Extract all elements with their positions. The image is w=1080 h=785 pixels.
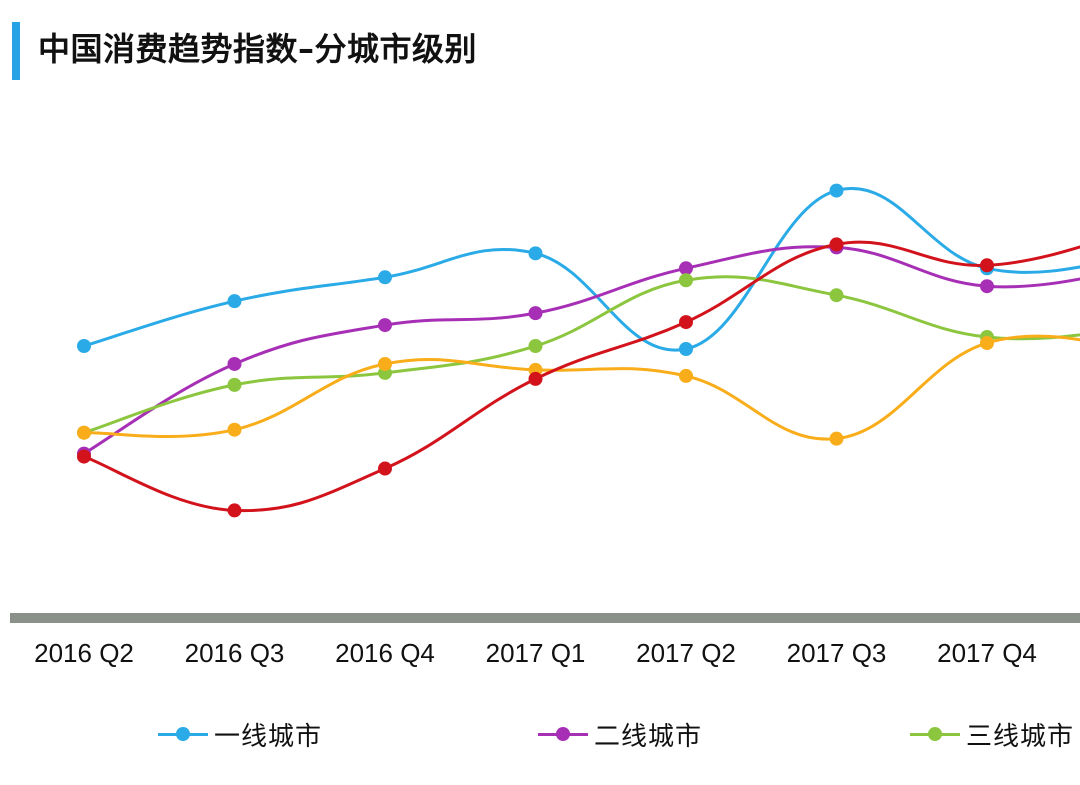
x-tick-label: 2016 Q4 xyxy=(335,638,435,668)
legend-item: 二线城市 xyxy=(538,714,702,754)
title-accent-bar xyxy=(12,22,20,80)
data-point xyxy=(227,503,242,518)
x-tick-label: 2017 Q3 xyxy=(787,638,887,668)
legend-swatch-icon xyxy=(538,724,588,744)
legend-item: 三线城市 xyxy=(910,714,1074,754)
data-point xyxy=(227,294,242,309)
legend-label: 一线城市 xyxy=(214,721,323,752)
series-1 xyxy=(77,183,1080,356)
data-point xyxy=(378,318,392,333)
data-point xyxy=(378,270,392,285)
series-5 xyxy=(77,237,1080,518)
data-point xyxy=(679,315,693,330)
series-line xyxy=(82,334,1080,441)
x-tick-label: 2017 Q4 xyxy=(937,638,1037,668)
data-point xyxy=(528,339,543,354)
data-point xyxy=(227,356,242,371)
series-line xyxy=(82,275,1080,435)
data-point xyxy=(378,356,392,371)
data-point xyxy=(829,237,844,252)
x-tick-label: 2016 Q3 xyxy=(185,638,285,668)
data-point xyxy=(980,279,994,294)
data-point xyxy=(980,336,994,351)
legend-swatch-icon xyxy=(158,724,208,744)
data-point xyxy=(528,306,543,321)
data-point xyxy=(829,288,844,303)
data-point xyxy=(378,461,392,476)
legend-label: 二线城市 xyxy=(594,721,703,752)
data-point xyxy=(980,258,994,273)
chart-title: 中国消费趋势指数–分城市级别 xyxy=(38,30,478,68)
series-line xyxy=(82,187,1080,352)
series-line xyxy=(82,240,1080,513)
data-point xyxy=(77,449,91,464)
data-point xyxy=(77,425,91,440)
data-point xyxy=(829,431,844,446)
series-4 xyxy=(77,334,1080,446)
x-axis-line xyxy=(10,613,1080,623)
series-3 xyxy=(77,273,1080,440)
series-2 xyxy=(77,240,1080,461)
x-tick-label: 2017 Q2 xyxy=(636,638,736,668)
legend-label: 三线城市 xyxy=(966,721,1075,752)
data-point xyxy=(829,183,844,198)
x-tick-label: 2016 Q2 xyxy=(34,638,134,668)
series-line xyxy=(82,245,1080,456)
data-point xyxy=(679,273,693,288)
x-tick-label: 2017 Q1 xyxy=(486,638,586,668)
data-point xyxy=(528,371,543,386)
data-point xyxy=(528,246,543,261)
data-point xyxy=(679,368,693,383)
data-point xyxy=(227,377,242,392)
data-point xyxy=(227,422,242,437)
legend-item: 一线城市 xyxy=(158,714,322,754)
data-point xyxy=(77,339,91,354)
legend-swatch-icon xyxy=(910,724,960,744)
data-point xyxy=(679,342,693,356)
data-point xyxy=(679,261,693,276)
